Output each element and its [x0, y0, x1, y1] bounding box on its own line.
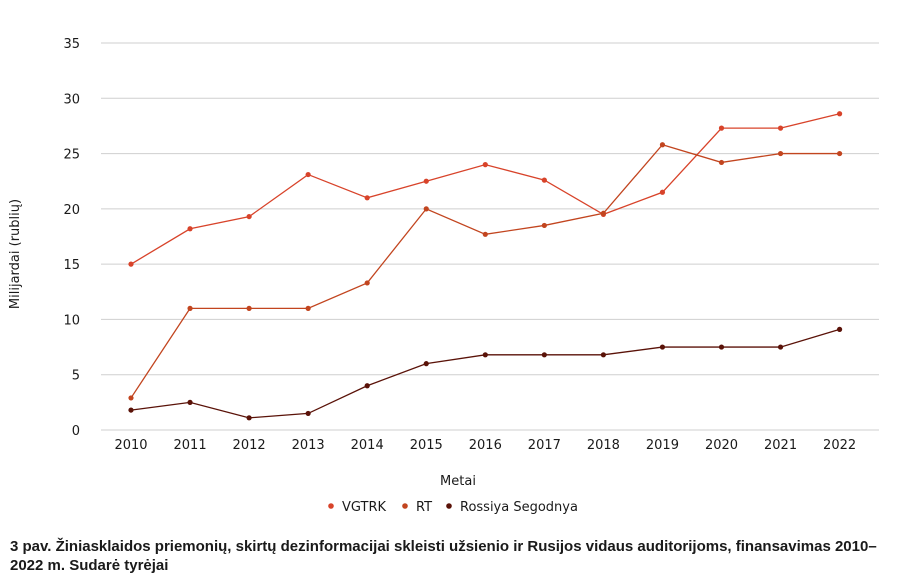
data-point: [482, 162, 488, 168]
legend-marker: [402, 503, 408, 509]
x-tick-label: 2013: [292, 438, 325, 453]
data-point: [718, 344, 725, 350]
legend-item: VGTRK: [328, 500, 386, 515]
data-point: [246, 415, 252, 421]
data-point: [541, 177, 547, 183]
data-point: [482, 352, 488, 358]
y-tick-label: 0: [72, 424, 80, 439]
legend-item: Rossiya Segodnya: [446, 500, 578, 515]
data-point: [777, 125, 784, 131]
legend-label: Rossiya Segodnya: [460, 500, 578, 515]
x-tick-labels: 2010 2011 2012 2013 2014 2015 2016 2017 2018 2019…: [114, 438, 856, 453]
series-rt: [128, 142, 843, 401]
data-point: [364, 383, 370, 389]
data-point: [600, 210, 607, 216]
data-point: [305, 171, 311, 178]
data-point: [777, 150, 784, 157]
x-tick-label: 2020: [705, 438, 738, 453]
x-tick-label: 2015: [410, 438, 443, 453]
y-tick-label: 25: [63, 148, 80, 163]
legend-label: RT: [416, 500, 432, 515]
data-point: [541, 222, 547, 229]
x-tick-label: 2022: [823, 438, 856, 453]
data-point: [600, 352, 607, 358]
data-point: [718, 125, 725, 131]
data-point: [777, 344, 784, 350]
data-point: [305, 305, 311, 311]
data-point: [305, 410, 311, 417]
data-point: [364, 280, 370, 286]
y-tick-label: 10: [63, 313, 80, 328]
series-line: [130, 143, 840, 399]
x-tick-label: 2017: [528, 438, 561, 453]
data-point: [246, 213, 252, 220]
y-tick-label: 35: [63, 37, 80, 52]
x-tick-label: 2019: [646, 438, 679, 453]
y-tick-label: 20: [63, 203, 80, 218]
data-point: [423, 178, 429, 184]
data-point: [837, 150, 843, 157]
series-line: [130, 328, 840, 419]
data-point: [423, 361, 429, 367]
data-point: [364, 195, 370, 201]
x-tick-label: 2021: [764, 438, 797, 453]
data-point: [187, 399, 193, 405]
gridlines: [101, 42, 879, 431]
y-tick-labels: 0 5 10 15 20 25 30 35: [63, 37, 80, 439]
x-tick-label: 2014: [351, 438, 384, 453]
x-axis-title: Metai: [440, 474, 476, 489]
data-point: [246, 305, 252, 311]
y-axis-title: Milijardai (rublių): [8, 199, 23, 309]
data-point: [541, 352, 547, 358]
data-point: [659, 344, 666, 350]
data-point: [837, 111, 843, 117]
legend-marker: [446, 503, 452, 509]
x-tick-label: 2018: [587, 438, 620, 453]
series-rossiya-segodnya: [128, 326, 843, 421]
data-point: [128, 261, 134, 267]
data-point: [423, 206, 429, 212]
legend-item: RT: [402, 500, 432, 515]
x-tick-label: 2010: [114, 438, 147, 453]
data-point: [128, 395, 134, 401]
x-tick-label: 2016: [469, 438, 502, 453]
data-point: [659, 142, 666, 148]
y-tick-label: 5: [72, 369, 80, 384]
series-vgtrk: [128, 111, 843, 267]
series-lines: [128, 111, 843, 421]
figure-caption: 3 pav. Žiniasklaidos priemonių, skirtų d…: [10, 538, 877, 574]
data-point: [659, 189, 666, 195]
data-point: [482, 231, 488, 237]
data-point: [187, 226, 193, 232]
data-point: [128, 407, 134, 413]
data-point: [187, 305, 193, 311]
legend-marker: [328, 503, 334, 509]
series-line: [130, 113, 840, 265]
legend: VGTRK RT Rossiya Segodnya: [328, 500, 578, 515]
y-tick-label: 30: [63, 92, 80, 107]
x-tick-label: 2011: [174, 438, 207, 453]
data-point: [718, 159, 725, 166]
legend-label: VGTRK: [342, 500, 386, 515]
x-tick-label: 2012: [233, 438, 266, 453]
data-point: [837, 326, 843, 332]
y-tick-label: 15: [63, 258, 80, 273]
